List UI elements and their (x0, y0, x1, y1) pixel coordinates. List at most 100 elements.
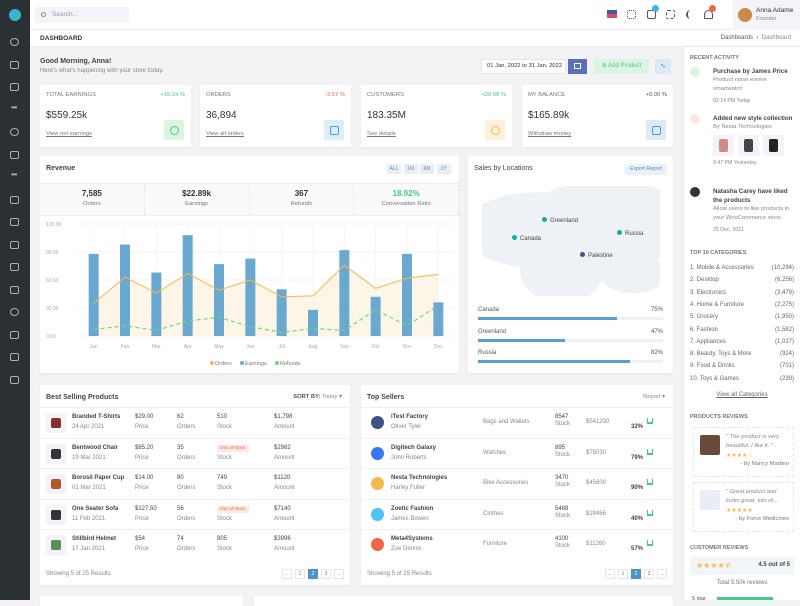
category-item[interactable]: 3. Electronics (3,479) (690, 290, 794, 296)
table-row[interactable]: Branded T-Shirts 24 Apr 2021 $29.00 Price 62… (40, 407, 350, 438)
seller-name[interactable]: Nesta Technologies (391, 475, 448, 481)
fullscreen-icon[interactable] (666, 10, 675, 19)
category-item[interactable]: 8. Beauty, Toys & More (924) (690, 351, 794, 357)
file-icon[interactable] (10, 375, 19, 384)
table-row[interactable]: Zoetic Fashion James Bowen Clothes 5488 Stoc… (361, 498, 673, 530)
category-item[interactable]: 6. Fashion (1,582) (690, 327, 794, 333)
table-icon[interactable] (10, 285, 19, 294)
activity-button[interactable]: ∿ (655, 59, 671, 74)
map-marker[interactable]: Canada (512, 235, 541, 242)
cards-icon[interactable] (10, 150, 19, 159)
seller-name[interactable]: Meta4Systems (391, 536, 433, 542)
product-name[interactable]: Bentwood Chair (72, 444, 118, 451)
range-1y-button[interactable]: 1Y (436, 164, 451, 174)
table-row[interactable]: One Seater Sofa 11 Feb 2021 $127.50 Price 56… (40, 498, 350, 530)
map-icon[interactable] (10, 353, 19, 361)
product-name[interactable]: Branded T-Shirts (72, 414, 121, 420)
apps-icon[interactable] (10, 60, 19, 69)
briefcase-icon[interactable] (10, 218, 19, 226)
date-range-input[interactable]: 01 Jan, 2022 to 31 Jan, 2022 (481, 59, 566, 74)
activity-time: 9:47 PM Yesterday (713, 160, 757, 166)
table-row[interactable]: Digitech Galaxy John Roberts Watches 895 Sto… (361, 437, 673, 469)
category-item[interactable]: 4. Home & Furniture (2,275) (690, 302, 794, 308)
activity-title: Natasha Carey have liked the products (713, 188, 788, 204)
clipboard-icon[interactable] (10, 330, 19, 339)
flask-icon[interactable] (10, 240, 19, 249)
location-russia: Russia 82% (478, 350, 663, 363)
bar-chart-icon (647, 509, 654, 516)
page-3-button[interactable]: 3 (321, 569, 331, 579)
table-row[interactable]: iTest Factory Oliver Tyler Bags and Wallet… (361, 407, 673, 438)
label: Amount (274, 454, 295, 461)
stat-link[interactable]: View all orders (206, 131, 244, 137)
sort-dropdown[interactable]: SORT BY: Today ▾ (293, 394, 342, 400)
table-row[interactable]: Nesta Technologies Harley Fuller Bike Acce… (361, 468, 673, 499)
export-report-button[interactable]: Export Report (624, 164, 667, 175)
page-2-button[interactable]: 2 (631, 569, 641, 579)
page-next-button[interactable]: → (334, 569, 344, 579)
page-1-button[interactable]: 1 (295, 569, 305, 579)
map-marker[interactable]: Russia (617, 230, 643, 237)
category-item[interactable]: 7. Appliances (1,037) (690, 339, 794, 345)
label: Stock (555, 421, 571, 427)
search-input[interactable]: Search... (35, 7, 129, 23)
label: Stock (555, 512, 571, 519)
bar-chart-icon (647, 540, 654, 546)
range-6m-button[interactable]: 6M (420, 164, 434, 174)
progress-fill (478, 338, 565, 342)
table-row[interactable]: Borosil Paper Cup 01 Mar 2021 $14.00 Price 8… (40, 468, 350, 499)
cart-icon[interactable] (647, 10, 656, 19)
stat-link[interactable]: See details (367, 131, 396, 137)
value: $54 (135, 536, 146, 542)
page-1-button[interactable]: 1 (618, 569, 628, 579)
product-name[interactable]: One Seater Sofa (72, 505, 119, 512)
table-row[interactable]: Meta4Systems Zoe Dennis Furniture 4100 Stock… (361, 529, 673, 560)
apps-grid-icon[interactable] (627, 10, 636, 19)
table-row[interactable]: Stillbird Helmet 17 Jan 2021 $54 Price 74 Ord… (40, 529, 350, 560)
add-product-button[interactable]: ⊕ Add Product (594, 59, 649, 74)
stat-link[interactable]: Withdraw money (528, 131, 572, 137)
rating-summary: ★★★★⯪ 4.5 out of 5 (690, 557, 794, 575)
page-next-button[interactable]: → (657, 569, 667, 579)
category-item[interactable]: 1. Mobile & Accessories (10,294) (690, 265, 794, 271)
legend-label: Earnings (245, 361, 267, 367)
map-marker[interactable]: Palestine (580, 252, 613, 259)
product-name[interactable]: Stillbird Helmet (72, 536, 117, 542)
bell-icon[interactable] (704, 10, 713, 19)
stat-label: ORDERS (206, 92, 231, 98)
chart-pie-icon[interactable] (10, 308, 19, 316)
page-2-button[interactable]: 2 (308, 569, 318, 579)
category-item[interactable]: 2. Desktop (6,256) (690, 277, 794, 283)
label: Amount (274, 546, 295, 552)
profile-icon[interactable] (10, 128, 19, 136)
category-item[interactable]: 5. Grocery (1,950) (690, 314, 794, 320)
product-name[interactable]: Borosil Paper Cup (72, 475, 125, 481)
range-all-button[interactable]: ALL (387, 164, 401, 174)
user-menu[interactable]: Anna Adame Founder (733, 0, 800, 30)
widgets-icon[interactable] (10, 195, 19, 204)
label: Orders (177, 515, 196, 522)
page-prev-button[interactable]: ← (605, 569, 615, 579)
category-item[interactable]: 10. Toys & Games (239) (690, 376, 794, 382)
stat-link[interactable]: View net earnings (46, 131, 92, 137)
page-prev-button[interactable]: ← (282, 569, 292, 579)
value: $127.50 (135, 505, 157, 512)
forms-icon[interactable] (10, 263, 19, 271)
calendar-button[interactable] (568, 59, 587, 74)
layouts-icon[interactable] (10, 83, 19, 91)
flag-icon[interactable] (607, 10, 617, 18)
table-row[interactable]: Bentwood Chair 19 Mar 2021 $85.20 Price 35 Or… (40, 437, 350, 469)
page-3-button[interactable]: 3 (644, 569, 654, 579)
seller-name[interactable]: iTest Factory (391, 414, 428, 420)
best-selling-card: Best Selling Products SORT BY: Today ▾ B… (40, 385, 350, 585)
seller-name[interactable]: Digitech Galaxy (391, 444, 437, 451)
view-all-categories-link[interactable]: View all Categories (716, 392, 768, 398)
seller-name[interactable]: Zoetic Fashion (391, 505, 434, 512)
map-marker[interactable]: Greenland (542, 217, 578, 224)
dashboard-icon[interactable] (10, 38, 19, 46)
report-dropdown[interactable]: Report ▾ (643, 394, 665, 400)
range-1m-button[interactable]: 1M (403, 164, 418, 174)
moon-icon[interactable] (686, 10, 695, 19)
category-item[interactable]: 9. Food & Drinks (701) (690, 363, 794, 369)
breadcrumb-dashboards[interactable]: Dashboards (720, 35, 753, 41)
